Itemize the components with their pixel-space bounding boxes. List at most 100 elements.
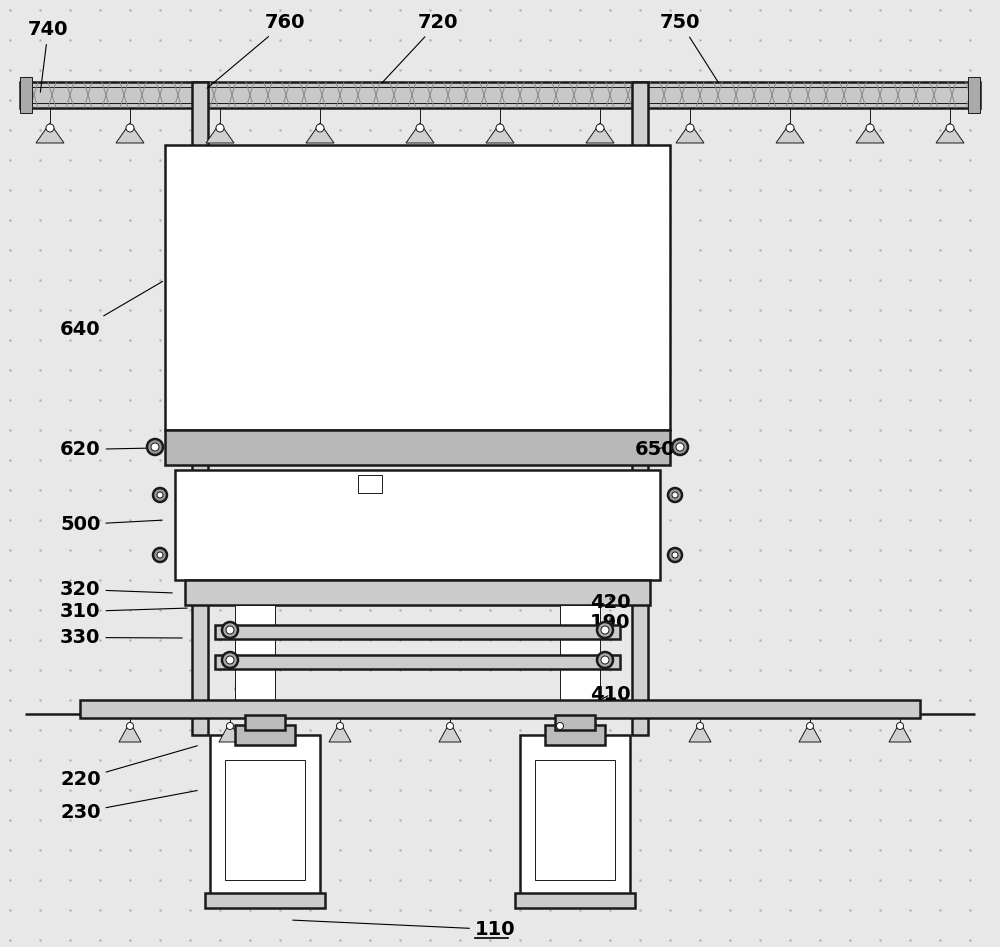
- Circle shape: [696, 723, 704, 729]
- Bar: [165, 145, 670, 430]
- Text: 640: 640: [60, 281, 163, 339]
- Text: 720: 720: [382, 13, 458, 83]
- Text: 220: 220: [60, 746, 197, 789]
- Circle shape: [216, 124, 224, 132]
- Polygon shape: [889, 722, 911, 742]
- Text: 500: 500: [60, 515, 162, 534]
- Circle shape: [866, 124, 874, 132]
- Bar: [165, 430, 670, 465]
- Text: 310: 310: [60, 602, 187, 621]
- Circle shape: [672, 439, 688, 455]
- Circle shape: [597, 622, 613, 638]
- Circle shape: [147, 439, 163, 455]
- Circle shape: [668, 488, 682, 502]
- Bar: [545, 725, 605, 745]
- Bar: [515, 893, 635, 908]
- Circle shape: [672, 492, 678, 498]
- Circle shape: [806, 723, 814, 729]
- Polygon shape: [689, 722, 711, 742]
- Text: 330: 330: [60, 628, 182, 647]
- Bar: [535, 760, 615, 880]
- Text: 760: 760: [207, 13, 306, 88]
- Polygon shape: [36, 123, 64, 143]
- Bar: [245, 715, 285, 730]
- Bar: [175, 470, 660, 580]
- Bar: [20, 77, 32, 113]
- Circle shape: [446, 723, 454, 729]
- Circle shape: [222, 652, 238, 668]
- Bar: [358, 475, 382, 493]
- Bar: [215, 625, 620, 639]
- Circle shape: [226, 723, 234, 729]
- Polygon shape: [799, 722, 821, 742]
- Circle shape: [786, 124, 794, 132]
- Circle shape: [222, 622, 238, 638]
- Text: 740: 740: [28, 20, 68, 92]
- Polygon shape: [676, 123, 704, 143]
- Bar: [80, 700, 920, 718]
- Polygon shape: [206, 123, 234, 143]
- Bar: [560, 605, 600, 700]
- Polygon shape: [549, 722, 571, 742]
- Polygon shape: [586, 123, 614, 143]
- Circle shape: [676, 443, 684, 451]
- Bar: [215, 655, 620, 669]
- Text: 320: 320: [60, 580, 172, 599]
- Text: 750: 750: [660, 13, 719, 82]
- Circle shape: [126, 723, 134, 729]
- Text: 230: 230: [60, 791, 197, 822]
- Circle shape: [157, 492, 163, 498]
- Text: 620: 620: [60, 440, 152, 459]
- Polygon shape: [776, 123, 804, 143]
- Circle shape: [672, 552, 678, 558]
- Circle shape: [601, 656, 609, 664]
- Text: 110: 110: [293, 920, 516, 939]
- Bar: [225, 760, 305, 880]
- Circle shape: [597, 652, 613, 668]
- Polygon shape: [486, 123, 514, 143]
- Bar: [205, 893, 325, 908]
- Circle shape: [946, 124, 954, 132]
- Circle shape: [316, 124, 324, 132]
- Circle shape: [596, 124, 604, 132]
- Polygon shape: [439, 722, 461, 742]
- Circle shape: [151, 443, 159, 451]
- Bar: [210, 735, 320, 895]
- Circle shape: [668, 548, 682, 562]
- Polygon shape: [116, 123, 144, 143]
- Polygon shape: [306, 123, 334, 143]
- Circle shape: [601, 626, 609, 634]
- Bar: [185, 580, 650, 605]
- Circle shape: [153, 488, 167, 502]
- Text: 410: 410: [590, 685, 631, 704]
- Polygon shape: [856, 123, 884, 143]
- Circle shape: [336, 723, 344, 729]
- Bar: [20, 82, 980, 108]
- Polygon shape: [936, 123, 964, 143]
- Circle shape: [157, 552, 163, 558]
- Polygon shape: [329, 722, 351, 742]
- Circle shape: [556, 723, 564, 729]
- Circle shape: [226, 656, 234, 664]
- Bar: [235, 725, 295, 745]
- Circle shape: [496, 124, 504, 132]
- Circle shape: [126, 124, 134, 132]
- Bar: [520, 735, 630, 895]
- Text: 190: 190: [590, 613, 631, 632]
- Circle shape: [226, 626, 234, 634]
- Bar: [555, 715, 595, 730]
- Circle shape: [686, 124, 694, 132]
- Polygon shape: [406, 123, 434, 143]
- Circle shape: [46, 124, 54, 132]
- Bar: [192, 82, 208, 735]
- Circle shape: [416, 124, 424, 132]
- Polygon shape: [219, 722, 241, 742]
- Bar: [235, 605, 275, 700]
- Text: 650: 650: [635, 440, 676, 459]
- Circle shape: [896, 723, 904, 729]
- Text: 420: 420: [590, 593, 631, 612]
- Circle shape: [153, 548, 167, 562]
- Polygon shape: [119, 722, 141, 742]
- Bar: [968, 77, 980, 113]
- Bar: [632, 82, 648, 735]
